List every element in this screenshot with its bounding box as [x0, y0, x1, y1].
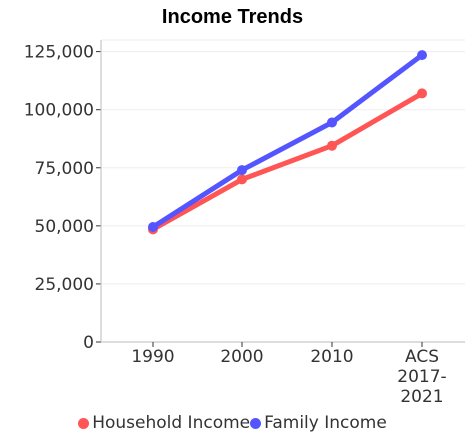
data-point[interactable] — [327, 117, 337, 128]
x-tick-label: 2010 — [310, 347, 353, 367]
x-tick-label: 2000 — [220, 347, 263, 367]
legend-label-family: Family Income — [264, 413, 387, 433]
data-point[interactable] — [148, 222, 158, 233]
x-tick-label: ACS 2017-2021 — [397, 347, 446, 407]
axes — [96, 40, 465, 347]
legend-item-family[interactable]: Family Income — [250, 413, 387, 433]
legend: Household Income Family Income — [0, 413, 465, 434]
y-tick-labels: 0 25,000 50,000 75,000 100,000 125,000 — [24, 43, 94, 353]
chart-title: Income Trends — [161, 6, 304, 28]
y-tick-label: 50,000 — [35, 217, 94, 237]
series-line — [150, 90, 425, 232]
y-tick-label: 125,000 — [24, 43, 94, 63]
legend-marker-household — [78, 417, 90, 429]
legend-item-household[interactable]: Household Income — [78, 413, 250, 433]
legend-marker-family — [250, 417, 262, 429]
data-point[interactable] — [237, 165, 247, 176]
series-household-income — [148, 88, 427, 235]
data-point[interactable] — [237, 174, 247, 185]
data-point[interactable] — [417, 50, 427, 61]
series-line — [150, 52, 425, 230]
y-tick-label: 75,000 — [35, 159, 94, 179]
y-tick-label: 100,000 — [24, 101, 94, 121]
y-tick-label: 0 — [83, 333, 94, 353]
data-point[interactable] — [327, 140, 337, 151]
grid-lines — [101, 39, 465, 285]
legend-label-household: Household Income — [92, 413, 251, 433]
y-tick-label: 25,000 — [35, 275, 94, 295]
x-tick-labels: 1990 2000 2010 ACS 2017-2021 — [131, 347, 446, 407]
data-point[interactable] — [417, 88, 427, 99]
series-layer — [148, 50, 427, 235]
x-tick-label: 1990 — [131, 347, 174, 367]
series-family-income — [148, 50, 427, 233]
